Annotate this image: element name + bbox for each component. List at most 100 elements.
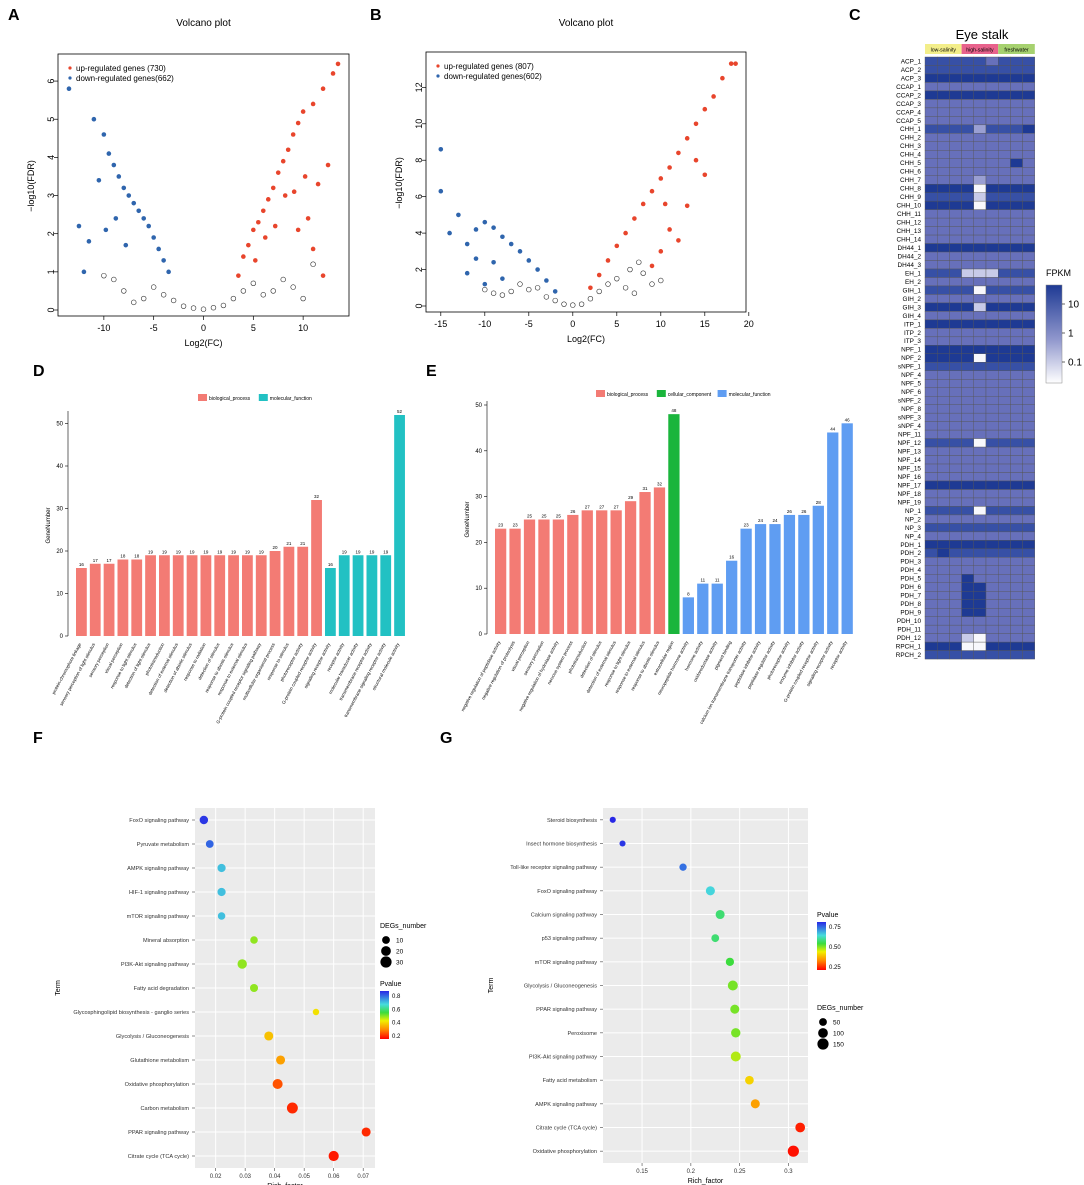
- data-point-ns: [180, 303, 187, 309]
- bar: [311, 500, 322, 636]
- legend-label: down-regulated genes(662): [76, 74, 174, 83]
- row-label: NPF_6: [901, 389, 921, 396]
- heatmap-cell: [961, 540, 974, 550]
- heatmap-cell: [1022, 514, 1035, 524]
- heatmap-cell: [1010, 99, 1023, 109]
- panel-label-e: E: [426, 363, 437, 380]
- size-legend-label: 20: [396, 949, 404, 956]
- heatmap-cell: [1010, 200, 1023, 210]
- heatmap-cell: [1010, 285, 1023, 295]
- bar-value-label: 23: [498, 523, 504, 528]
- data-point-up: [330, 71, 336, 76]
- heatmap-cell: [973, 328, 987, 338]
- heatmap-cell: [937, 217, 950, 227]
- heatmap-cell: [1010, 446, 1023, 456]
- row-label: NPF_11: [898, 432, 921, 439]
- y-tick-label: 6: [46, 79, 56, 84]
- heatmap-cell: [973, 429, 987, 439]
- heatmap-cell: [961, 387, 974, 397]
- heatmap-cell: [1022, 302, 1035, 312]
- data-point-up: [265, 197, 271, 202]
- heatmap-cell: [985, 260, 999, 270]
- heatmap-cell: [998, 362, 1011, 371]
- heatmap-cell: [973, 73, 987, 83]
- heatmap-cell: [961, 82, 974, 92]
- term-label: HIF-1 signaling pathway: [129, 890, 189, 896]
- heatmap-cell: [924, 251, 938, 261]
- legend-swatch: [656, 390, 666, 397]
- color-legend-bar: [817, 922, 826, 970]
- heatmap-cell: [1010, 531, 1023, 541]
- heatmap-cell: [1022, 345, 1035, 355]
- heatmap-cell: [961, 599, 974, 609]
- plot-frame: [425, 51, 747, 313]
- bar: [297, 546, 309, 636]
- data-point-down: [535, 267, 540, 272]
- heatmap-cell: [924, 353, 938, 363]
- heatmap-cell: [973, 531, 987, 541]
- heatmap-cell: [1010, 514, 1023, 524]
- heatmap-cell: [1010, 624, 1023, 634]
- heatmap-cell: [961, 421, 974, 431]
- heatmap-cell: [998, 370, 1011, 380]
- x-tick-label: 0: [201, 323, 206, 333]
- heatmap-cell: [937, 99, 950, 109]
- heatmap-cell: [985, 183, 999, 193]
- bar: [495, 528, 507, 634]
- panel-label-c: C: [849, 7, 861, 24]
- term-label: Fatty acid metabolism: [543, 1078, 598, 1084]
- heatmap-cell: [937, 107, 950, 117]
- x-axis-label: Log2(FC): [184, 338, 222, 348]
- heatmap-cell: [973, 294, 987, 304]
- heatmap-cell: [961, 319, 974, 329]
- heatmap-cell: [949, 616, 962, 626]
- data-point-down: [136, 208, 142, 214]
- heatmap-cell: [985, 107, 999, 117]
- heatmap-cell: [1010, 217, 1023, 227]
- heatmap-cell: [937, 90, 950, 100]
- data-point-up: [720, 75, 725, 81]
- heatmap-cell: [1022, 574, 1035, 583]
- bubble: [725, 957, 735, 966]
- size-legend-label: 100: [833, 1031, 844, 1038]
- data-point-up: [236, 273, 241, 278]
- row-label: CHH_11: [897, 211, 921, 218]
- x-tick-label: 0.15: [636, 1169, 648, 1175]
- heatmap-cell: [949, 90, 962, 100]
- heatmap-cell: [1010, 412, 1023, 422]
- heatmap-cell: [1022, 294, 1035, 304]
- heatmap-cell: [1010, 268, 1023, 278]
- heatmap-cell: [924, 650, 938, 660]
- heatmap-cell: [924, 421, 938, 431]
- heatmap-cell: [961, 345, 974, 355]
- heatmap-cell: [1022, 591, 1035, 600]
- heatmap-cell: [937, 497, 950, 507]
- bar: [827, 432, 839, 634]
- legend-swatch: [596, 390, 605, 397]
- bar-value-label: 19: [148, 549, 154, 554]
- bar-value-label: 24: [758, 518, 764, 523]
- legend-swatch: [198, 394, 207, 401]
- heatmap-cell: [973, 107, 987, 117]
- bar: [653, 487, 666, 634]
- heatmap-cell: [998, 574, 1011, 583]
- data-point-ns: [526, 286, 532, 293]
- x-tick-label: 0.07: [357, 1174, 369, 1180]
- data-point-down: [508, 241, 514, 247]
- term-label: mTOR signaling pathway: [127, 914, 190, 920]
- y-axis-label: −log10(FDR): [394, 157, 404, 209]
- heatmap-cell: [949, 540, 962, 550]
- heatmap-cell: [937, 548, 950, 558]
- heatmap-cell: [973, 345, 987, 355]
- heatmap-cell: [973, 370, 987, 380]
- heatmap-cell: [1010, 82, 1023, 92]
- data-point-up: [596, 272, 602, 278]
- heatmap-cell: [1022, 421, 1035, 431]
- data-point-up: [256, 219, 261, 225]
- heatmap-cell: [998, 616, 1011, 626]
- bar: [131, 559, 143, 636]
- heatmap-cell: [998, 531, 1011, 541]
- heatmap-cell: [924, 175, 938, 185]
- bar-value-label: 48: [671, 408, 677, 413]
- heatmap-cell: [1010, 65, 1023, 75]
